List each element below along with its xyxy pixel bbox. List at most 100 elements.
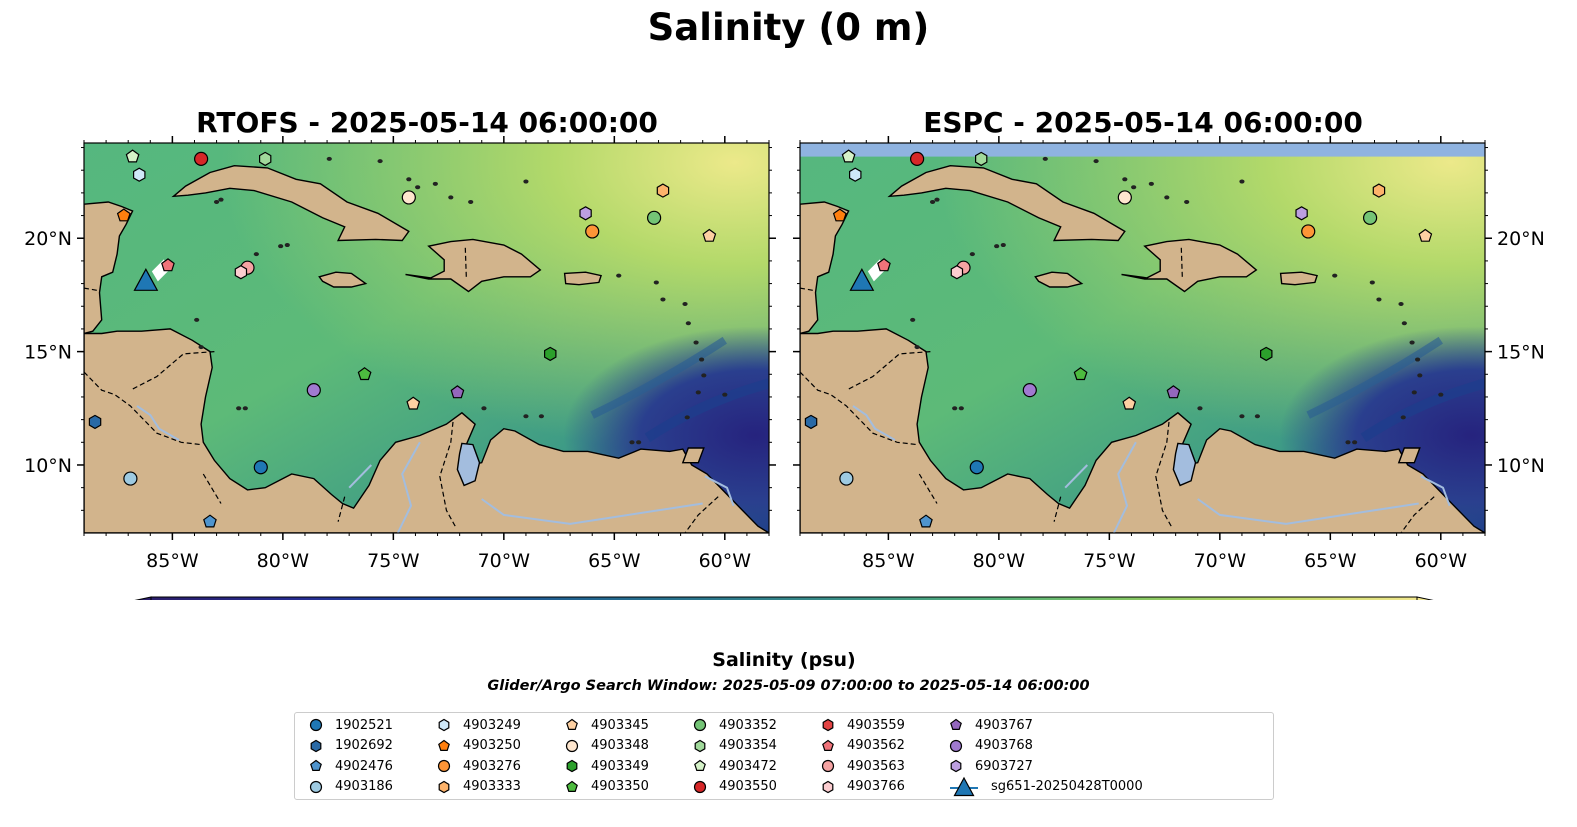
island xyxy=(213,199,220,204)
lon-tick-label: 80°W xyxy=(973,550,1026,572)
country-border xyxy=(130,351,215,391)
legend-item: 1902692 xyxy=(309,736,393,756)
plume-streak xyxy=(644,378,769,442)
river xyxy=(852,405,896,441)
legend-marker-icon xyxy=(438,718,450,732)
river xyxy=(704,475,735,507)
legend-label: 4903767 xyxy=(975,717,1033,733)
lat-tick-label: 15°N xyxy=(24,342,72,364)
lon-tick-label: 70°W xyxy=(1194,550,1247,572)
obs-marker-4903345 xyxy=(406,396,421,410)
island xyxy=(1239,414,1245,419)
legend-label: 4903345 xyxy=(591,717,649,733)
land-central xyxy=(84,328,769,533)
legend-label: 6903727 xyxy=(975,758,1033,774)
obs-marker-4903354 xyxy=(974,151,988,167)
legend-marker-icon xyxy=(693,718,707,732)
legend-item: 6903727 xyxy=(949,756,1033,776)
country-border xyxy=(84,287,98,291)
land-puertorico xyxy=(563,271,603,286)
river xyxy=(1420,475,1451,507)
lat-tick-label: 10°N xyxy=(1497,455,1545,477)
obs-marker-4903767 xyxy=(1166,385,1181,399)
colorbar-label: Salinity (psu) xyxy=(712,649,856,671)
legend-marker-icon xyxy=(310,739,322,752)
legend-marker-icon xyxy=(950,718,962,730)
legend-item: 4903352 xyxy=(693,715,777,735)
obs-marker-4903250 xyxy=(832,208,847,222)
legend-marker-icon xyxy=(822,739,834,751)
river xyxy=(136,405,180,441)
lon-tick-label: 60°W xyxy=(1415,550,1468,572)
obs-marker-4903562 xyxy=(877,258,891,272)
panel-title-rtofs: RTOFS - 2025-05-14 06:00:00 xyxy=(196,106,658,139)
lon-tick-label: 65°W xyxy=(1304,550,1357,572)
island xyxy=(1411,390,1417,395)
legend-label: 4903562 xyxy=(847,738,905,753)
land-hispaniola xyxy=(1121,238,1258,293)
legend-item: 4903766 xyxy=(821,777,905,797)
glider-marker xyxy=(849,268,875,291)
island xyxy=(481,406,487,411)
country-border xyxy=(84,371,202,446)
legend-item: 4903345 xyxy=(565,715,649,735)
legend-item: 4903472 xyxy=(693,756,777,776)
legend-item: 4903550 xyxy=(693,777,777,797)
legend-symbol-icon xyxy=(565,739,579,752)
legend-item: 4903186 xyxy=(309,777,393,797)
obs-marker-4903352 xyxy=(646,210,662,225)
lat-tick-label: 20°N xyxy=(24,228,72,250)
obs-marker-4903766 xyxy=(950,265,964,280)
island xyxy=(1409,340,1415,345)
land-cuba xyxy=(171,164,410,242)
legend-marker-icon xyxy=(565,739,579,752)
legend-label: 4903550 xyxy=(719,779,777,794)
island xyxy=(1400,415,1406,420)
colorbar-extend-min xyxy=(134,596,152,600)
land-trinidad xyxy=(1397,447,1421,464)
legend-marker-icon xyxy=(950,759,962,773)
legend-label: 4903472 xyxy=(719,758,777,774)
island xyxy=(218,197,224,202)
obs-marker-4903550 xyxy=(194,151,209,166)
legend-symbol-icon xyxy=(437,759,451,773)
legend-label: 4903352 xyxy=(719,717,777,733)
legend-marker-icon xyxy=(438,780,450,793)
legend-label: 4903563 xyxy=(847,758,905,774)
obs-marker-1902521 xyxy=(969,460,984,475)
island xyxy=(253,252,259,257)
legend-marker-icon xyxy=(309,780,323,793)
island xyxy=(934,197,940,202)
obs-marker-4903333 xyxy=(1372,183,1386,198)
lon-tick-label: 70°W xyxy=(478,550,531,572)
legend-item: 4903768 xyxy=(949,736,1033,756)
land-maracaibo xyxy=(1172,442,1197,487)
island xyxy=(1122,177,1128,182)
legend-symbol-icon xyxy=(310,759,322,771)
legend-item: 4902476 xyxy=(309,756,393,776)
island xyxy=(1239,179,1245,184)
land-mexico xyxy=(84,201,134,335)
map-espc: 85°W 80°W 75°W 70°W 65°W 60°W 20°N 15°N 10°N xyxy=(793,136,1545,572)
island xyxy=(1401,321,1407,326)
lon-tick-label: 85°W xyxy=(146,550,199,572)
legend-symbol-icon xyxy=(694,739,706,752)
obs-marker-4903550 xyxy=(910,151,925,166)
legend-label: 4902476 xyxy=(335,758,393,774)
legend-label: 4903276 xyxy=(463,758,521,774)
legend-label: 4903250 xyxy=(463,738,521,753)
country-border xyxy=(800,371,918,446)
legend-symbol-icon xyxy=(310,739,322,752)
lon-tick-label: 75°W xyxy=(1083,550,1136,572)
legend-item: 4903348 xyxy=(565,736,649,756)
island xyxy=(1417,373,1423,378)
legend-symbol-icon xyxy=(949,739,963,752)
legend-label: 4903186 xyxy=(335,779,393,794)
legend-item: 4903563 xyxy=(821,756,905,776)
legend-symbol-icon xyxy=(438,739,450,751)
island xyxy=(695,390,701,395)
legend-glider-icon xyxy=(953,776,975,796)
legend-symbol-icon xyxy=(822,739,834,751)
island xyxy=(1332,273,1338,278)
legend-label: 4903349 xyxy=(591,758,649,774)
